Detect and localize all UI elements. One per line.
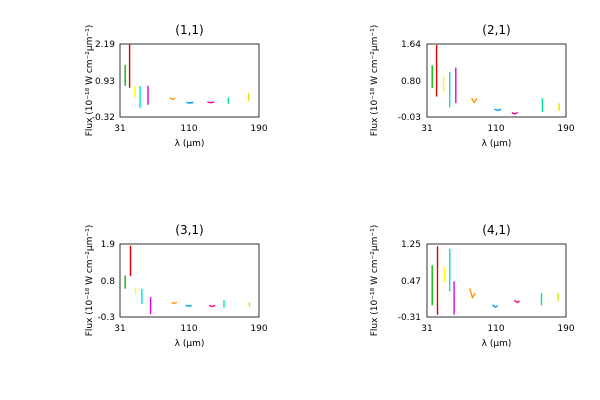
series-line-6 bbox=[470, 97, 478, 104]
plot-frame bbox=[119, 243, 260, 318]
x-tick-label-mid: 110 bbox=[180, 324, 197, 334]
y-tick-label-mid: 0.47 bbox=[401, 277, 421, 287]
y-tick-label-top: 1.9 bbox=[101, 240, 116, 250]
series-line-6 bbox=[469, 288, 476, 299]
x-tick-label-left: 31 bbox=[421, 124, 432, 134]
x-tick-label-right: 190 bbox=[557, 124, 574, 134]
series-line-6 bbox=[169, 96, 176, 101]
x-tick-label-mid: 110 bbox=[180, 124, 197, 134]
y-tick-label-top: 1.64 bbox=[401, 40, 421, 50]
panel-title: (2,1) bbox=[482, 23, 510, 37]
x-tick-label-right: 190 bbox=[557, 324, 574, 334]
y-tick-label-mid: 0.80 bbox=[401, 77, 421, 87]
x-tick-label-mid: 110 bbox=[487, 124, 504, 134]
y-axis-label: Flux (10⁻¹⁸ W cm⁻²μm⁻¹) bbox=[85, 225, 95, 337]
plot-frame bbox=[119, 43, 260, 118]
series-line-7 bbox=[186, 101, 194, 104]
y-tick-label-bottom: -0.03 bbox=[398, 113, 421, 123]
panel-4-1: (4,1) 1.25 0.47 -0.31 31 110 190 λ (μm) … bbox=[370, 223, 575, 349]
series-line-6 bbox=[171, 301, 178, 305]
series-line-8 bbox=[511, 111, 519, 115]
y-tick-label-bottom: -0.32 bbox=[92, 113, 115, 123]
panel-title: (4,1) bbox=[482, 223, 510, 237]
series-line-8 bbox=[513, 299, 521, 304]
series-line-7 bbox=[494, 108, 502, 112]
x-axis-label: λ (μm) bbox=[482, 339, 512, 349]
x-tick-label-mid: 110 bbox=[487, 324, 504, 334]
panel-3-1: (3,1) 1.9 0.8 -0.3 31 110 190 λ (μm) Flu… bbox=[85, 223, 268, 349]
panel-1-1: (1,1) 2.19 0.93 -0.32 31 110 190 λ (μm) … bbox=[85, 23, 268, 149]
series-line-7 bbox=[492, 304, 499, 308]
series-line-8 bbox=[209, 304, 216, 308]
data-marks bbox=[124, 245, 251, 315]
y-axis-label: Flux (10⁻¹⁸ W cm⁻²μm⁻¹) bbox=[370, 225, 380, 337]
y-tick-label-mid: 0.93 bbox=[95, 77, 115, 87]
plot-frame bbox=[426, 43, 567, 118]
x-tick-label-right: 190 bbox=[250, 324, 267, 334]
x-axis-label: λ (μm) bbox=[175, 339, 205, 349]
x-axis-label: λ (μm) bbox=[175, 139, 205, 149]
y-tick-label-top: 2.19 bbox=[95, 40, 115, 50]
y-tick-label-bottom: -0.31 bbox=[398, 313, 421, 323]
series-line-7 bbox=[185, 304, 192, 307]
panel-title: (1,1) bbox=[175, 23, 203, 37]
y-axis-label: Flux (10⁻¹⁸ W cm⁻²μm⁻¹) bbox=[85, 25, 95, 137]
x-tick-label-right: 190 bbox=[250, 124, 267, 134]
x-axis-label: λ (μm) bbox=[482, 139, 512, 149]
data-marks bbox=[431, 44, 560, 115]
x-tick-label-left: 31 bbox=[114, 324, 125, 334]
plot-frame bbox=[426, 243, 567, 318]
data-marks bbox=[431, 246, 559, 315]
y-tick-label-top: 1.25 bbox=[401, 240, 421, 250]
panel-2-1: (2,1) 1.64 0.80 -0.03 31 110 190 λ (μm) … bbox=[370, 23, 575, 149]
x-tick-label-left: 31 bbox=[421, 324, 432, 334]
y-axis-label: Flux (10⁻¹⁸ W cm⁻²μm⁻¹) bbox=[370, 25, 380, 137]
y-tick-label-mid: 0.8 bbox=[101, 277, 116, 287]
panel-title: (3,1) bbox=[175, 223, 203, 237]
x-tick-label-left: 31 bbox=[114, 124, 125, 134]
y-tick-label-bottom: -0.3 bbox=[97, 313, 115, 323]
data-marks bbox=[124, 43, 250, 108]
series-line-8 bbox=[207, 101, 215, 104]
